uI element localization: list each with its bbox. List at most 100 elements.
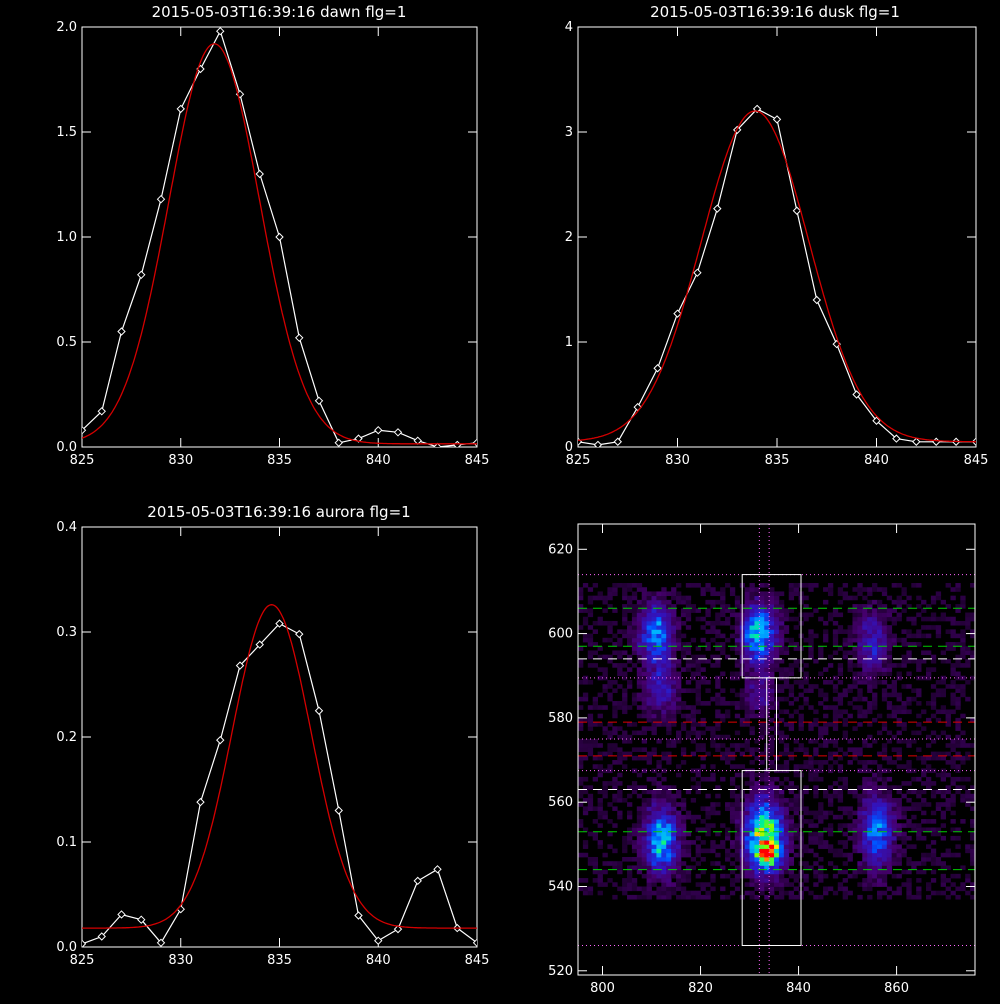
heatmap-cell [891,827,897,833]
heatmap-cell [754,684,760,689]
heatmap-cell [764,789,770,795]
heatmap-cell [715,802,721,807]
heatmap-cell [582,878,589,883]
heatmap-cell [597,882,603,887]
heatmap-cell [656,861,662,866]
heatmap-cell [734,595,741,601]
heatmap-cell [602,726,608,731]
heatmap-cell [661,667,667,672]
y-tick-label: 2 [565,230,573,245]
heatmap-cell [930,878,937,883]
heatmap-cell [695,646,701,651]
heatmap-cell [578,743,584,748]
heatmap-cell [901,591,907,597]
heatmap-cell [710,878,716,883]
heatmap-cell [862,713,868,719]
heatmap-cell [778,751,785,757]
heatmap-cell [607,604,613,609]
heatmap-cell [876,806,883,812]
heatmap-cell [631,785,638,790]
heatmap-cell [666,760,672,765]
heatmap-cell [764,620,770,626]
heatmap-cell [725,831,731,837]
heatmap-cell [641,827,648,833]
heatmap-cell [940,612,946,618]
heatmap-cell [827,612,834,618]
heatmap-cell [627,642,633,647]
heatmap-cell [911,776,917,782]
x-tick-label: 845 [465,453,490,468]
heatmap-cell [715,701,721,706]
heatmap-cell [612,726,618,731]
heatmap-cell [970,882,976,887]
heatmap-cell [847,642,853,647]
heatmap-cell [911,658,917,664]
heatmap-cell [945,717,951,723]
heatmap-cell [661,802,667,807]
heatmap-cell [656,616,662,622]
heatmap-cell [891,848,897,854]
heatmap-cell [955,755,961,761]
heatmap-cell [916,776,922,782]
heatmap-cell [769,751,775,757]
heatmap-cell [945,852,951,858]
heatmap-cells [578,583,976,900]
heatmap-cell [631,831,638,837]
heatmap-cell [729,814,736,820]
heatmap-cell [876,835,883,841]
heatmap-cell [769,865,775,871]
heatmap-cell [876,650,883,656]
heatmap-cell [769,629,775,634]
heatmap-cell [774,667,780,672]
heatmap-cell [607,831,613,837]
heatmap-cell [857,806,863,812]
heatmap-cell [627,705,633,710]
heatmap-cell [666,823,672,828]
heatmap-cell [813,793,819,799]
heatmap-cell [715,663,721,668]
heatmap-cell [671,738,677,744]
heatmap-cell [651,692,657,698]
heatmap-cell [641,738,648,744]
heatmap-cell [886,819,893,824]
heatmap-cell [788,583,795,588]
heatmap-cell [587,642,594,647]
heatmap-cell [636,827,643,833]
heatmap-cell [774,604,780,609]
heatmap-cell [636,886,643,892]
heatmap-cell [656,650,662,656]
heatmap-cell [695,688,701,693]
heatmap-cell [759,835,765,841]
heatmap-cell [764,814,770,820]
heatmap-cell [710,738,716,744]
heatmap-cell [803,764,809,769]
heatmap-cell [666,738,672,744]
heatmap-cell [646,802,652,807]
heatmap-cell [778,852,785,858]
heatmap-cell [960,743,966,748]
heatmap-cell [744,595,750,601]
heatmap-cell [744,781,750,786]
heatmap-cell [754,667,760,672]
heatmap-cell [793,844,799,849]
heatmap-cell [778,878,785,883]
heatmap-cell [823,726,829,731]
heatmap-cell [930,755,937,761]
heatmap-cell [842,894,848,900]
heatmap-cell [808,848,814,854]
heatmap-cell [872,738,878,744]
heatmap-cell [960,755,966,761]
heatmap-cell [602,810,608,816]
heatmap-cell [587,633,594,639]
heatmap-cell [930,793,937,799]
heatmap-cell [842,654,848,660]
heatmap-cell [759,650,765,656]
heatmap-cell [661,608,667,613]
heatmap-cell [837,827,844,833]
heatmap-cell [597,705,603,710]
heatmap-cell [612,701,618,706]
heatmap-cell [965,616,971,622]
heatmap-cell [896,755,902,761]
heatmap-cell [886,835,893,841]
heatmap-cell [715,861,721,866]
